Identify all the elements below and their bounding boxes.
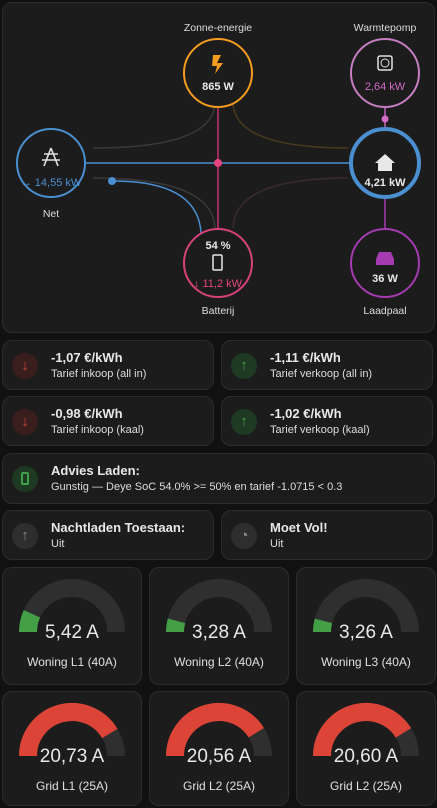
gauge-name: Grid L2 (25A): [330, 779, 402, 793]
tile-subtitle: Uit: [270, 538, 284, 550]
gauge-value: 20,56 A: [187, 746, 252, 767]
node-label: Zonne-energie: [184, 22, 252, 34]
tile-title: Nachtladen Toestaan:: [51, 520, 186, 535]
tile-title: Advies Laden:: [51, 463, 140, 478]
gauge-card[interactable]: 20,60 A Grid L2 (25A): [296, 691, 436, 806]
gauge-card[interactable]: 3,28 A Woning L2 (40A): [149, 567, 289, 685]
icon: ↓: [12, 353, 38, 379]
energy-flow: Zonne-energie Warmtepomp Net Batterij La…: [16, 22, 421, 317]
tile-title: -1,11 €/kWh: [270, 350, 341, 365]
tile-subtitle: Uit: [51, 538, 65, 550]
icon: ↓: [12, 409, 38, 435]
tile-subtitle: Gunstig — Deye SoC 54.0% >= 50% en tarie…: [51, 481, 343, 493]
tile-subtitle: Tarief inkoop (all in): [51, 368, 147, 380]
gauge-fill: [19, 610, 41, 633]
node-soc: 54 %: [205, 240, 230, 252]
gauge-card[interactable]: 5,42 A Woning L1 (40A): [2, 567, 142, 685]
gauge: 3,28 A Woning L2 (40A): [166, 579, 272, 669]
gauge-name: Grid L2 (25A): [183, 779, 255, 793]
tile-title: -1,07 €/kWh: [51, 350, 123, 365]
tile[interactable]: ◔ Moet Vol! Uit: [221, 510, 433, 560]
node-value: → 14,55 kW: [21, 177, 82, 189]
icon: ◔: [231, 523, 257, 549]
gauge-value: 3,28 A: [192, 622, 246, 643]
energy-card: Zonne-energie Warmtepomp Net Batterij La…: [2, 2, 435, 333]
icon: ↑: [231, 353, 257, 379]
tile[interactable]: ↓ -0,98 €/kWh Tarief inkoop (kaal): [2, 396, 214, 446]
gauge-name: Woning L2 (40A): [174, 655, 264, 669]
gauge: 20,60 A Grid L2 (25A): [313, 703, 419, 793]
gauge-track: [166, 579, 272, 633]
tile-subtitle: Tarief verkoop (all in): [270, 368, 373, 380]
tile-title: -0,98 €/kWh: [51, 406, 123, 421]
node-value: 36 W: [372, 273, 398, 285]
advice-card[interactable]: Advies Laden: Gunstig — Deye SoC 54.0% >…: [2, 453, 435, 504]
node-value: 2,64 kW: [365, 81, 406, 93]
tile[interactable]: ↑ -1,11 €/kWh Tarief verkoop (all in): [221, 340, 433, 390]
gauge-fill: [19, 703, 118, 757]
icon: [12, 466, 38, 492]
gauge-card[interactable]: 20,56 A Grid L2 (25A): [149, 691, 289, 806]
tile-subtitle: Tarief verkoop (kaal): [270, 424, 370, 436]
gauge-name: Woning L3 (40A): [321, 655, 411, 669]
gauge-fill: [313, 618, 333, 633]
gauge-name: Grid L1 (25A): [36, 779, 108, 793]
gauge-track: [19, 579, 125, 633]
node-label: Net: [43, 208, 59, 220]
gauge-fill: [166, 703, 264, 757]
gauge: 20,56 A Grid L2 (25A): [166, 703, 272, 793]
node-value: 4,21 kW: [365, 177, 407, 189]
icon: ↑: [12, 523, 38, 549]
node-label: Warmtepomp: [354, 22, 417, 34]
tile-subtitle: Tarief inkoop (kaal): [51, 424, 144, 436]
node-label: Laadpaal: [363, 305, 406, 317]
icon: ↑: [231, 409, 257, 435]
gauge-fill: [166, 618, 186, 633]
gauge-track: [313, 579, 419, 633]
gauge-value: 20,73 A: [40, 746, 105, 767]
gauge: 20,73 A Grid L1 (25A): [19, 703, 125, 793]
tile-title: -1,02 €/kWh: [270, 406, 342, 421]
tile-title: Moet Vol!: [270, 520, 328, 535]
node-value: 865 W: [202, 81, 234, 93]
gauge: 5,42 A Woning L1 (40A): [19, 579, 125, 669]
tile[interactable]: ↑ -1,02 €/kWh Tarief verkoop (kaal): [221, 396, 433, 446]
tile[interactable]: ↑ Nachtladen Toestaan: Uit: [2, 510, 214, 560]
node-label: Batterij: [202, 305, 235, 317]
gauge: 3,26 A Woning L3 (40A): [313, 579, 419, 669]
gauge-value: 5,42 A: [45, 622, 99, 643]
gauge-card[interactable]: 20,73 A Grid L1 (25A): [2, 691, 142, 806]
tile[interactable]: ↓ -1,07 €/kWh Tarief inkoop (all in): [2, 340, 214, 390]
node-value: ↓ 11,2 kW: [194, 278, 243, 290]
gauge-card[interactable]: 3,26 A Woning L3 (40A): [296, 567, 436, 685]
gauge-value: 3,26 A: [339, 622, 393, 643]
gauge-name: Woning L1 (40A): [27, 655, 117, 669]
gauge-value: 20,60 A: [334, 746, 399, 767]
gauge-fill: [313, 703, 412, 757]
